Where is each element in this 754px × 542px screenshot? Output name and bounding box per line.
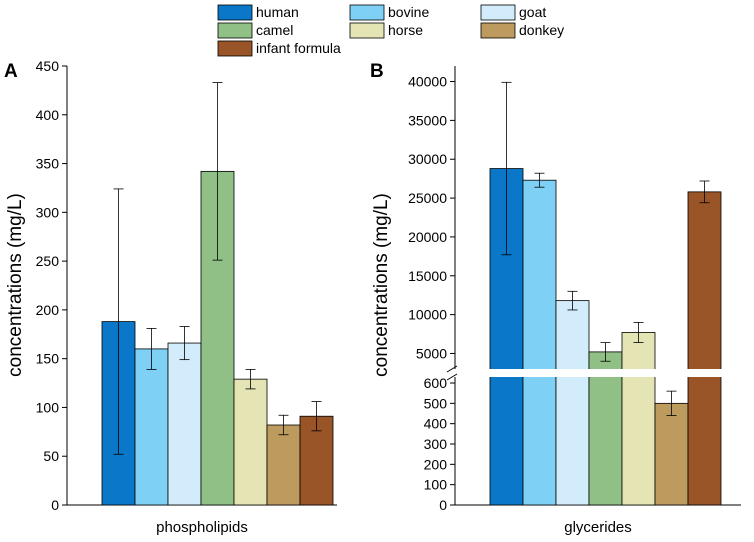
y-tick-label-b-low-4: 400 xyxy=(424,416,448,432)
axis-break-mark-bottom xyxy=(446,373,458,381)
y-label-b: concentrations (mg/L) xyxy=(371,193,392,377)
y-tick-label-a-7: 350 xyxy=(36,156,60,172)
legend-swatch-2 xyxy=(480,4,516,21)
y-tick-label-b-low-6: 600 xyxy=(424,375,448,391)
y-tick-label-b-low-2: 200 xyxy=(424,456,448,472)
y-label-a: concentrations (mg/L) xyxy=(5,193,26,377)
y-tick-label-a-8: 400 xyxy=(36,107,60,123)
y-tick-label-a-6: 300 xyxy=(36,204,60,220)
panel-b: B 0 100 200 300 400 500 600 5000 10000 15000 20000 2… xyxy=(370,61,741,536)
panel-a: A 0 50 100 150 200 250 300 350 400 450 phospholipid… xyxy=(4,58,337,536)
y-tick-label-a-0: 0 xyxy=(51,497,59,513)
legend-swatch-4 xyxy=(349,22,385,39)
y-tick-label-b-low-0: 0 xyxy=(439,497,447,513)
bar-b-4 xyxy=(621,332,656,506)
legend-swatch-3 xyxy=(217,22,253,39)
legend-label-2: goat xyxy=(519,4,546,20)
y-tick-label-b-up-5: 30000 xyxy=(408,151,447,167)
y-tick-label-a-1: 50 xyxy=(43,448,59,464)
bar-b-6 xyxy=(687,191,722,506)
y-tick-label-b-up-0: 5000 xyxy=(416,345,447,361)
axis-break-mark-top xyxy=(446,365,458,373)
legend-swatch-1 xyxy=(349,4,385,21)
legend-label-3: camel xyxy=(256,22,293,38)
y-tick-label-a-9: 450 xyxy=(36,58,60,74)
panel-label-b: B xyxy=(370,61,384,82)
bar-a-2 xyxy=(167,342,202,506)
y-tick-label-a-3: 150 xyxy=(36,351,60,367)
y-tick-label-b-up-3: 20000 xyxy=(408,229,447,245)
bar-a-4 xyxy=(233,378,268,506)
y-tick-label-b-up-1: 10000 xyxy=(408,307,447,323)
legend-swatch-0 xyxy=(217,4,253,21)
y-tick-label-a-2: 100 xyxy=(36,399,60,415)
y-tick-label-b-up-4: 25000 xyxy=(408,190,447,206)
bar-b-2 xyxy=(555,300,590,506)
y-tick-label-b-up-2: 15000 xyxy=(408,268,447,284)
y-tick-label-b-up-6: 35000 xyxy=(408,112,447,128)
bar-a-5 xyxy=(266,424,301,506)
legend-label-6: infant formula xyxy=(256,40,341,56)
legend: human bovine goat camel horse donkey infant fo… xyxy=(217,4,564,57)
legend-swatch-6 xyxy=(217,40,253,57)
legend-label-1: bovine xyxy=(388,4,429,20)
bar-b-5 xyxy=(654,402,689,506)
y-tick-label-b-low-3: 300 xyxy=(424,436,448,452)
y-tick-label-a-4: 200 xyxy=(36,302,60,318)
y-tick-label-a-5: 250 xyxy=(36,253,60,269)
legend-label-5: donkey xyxy=(519,22,564,38)
y-tick-label-b-up-7: 40000 xyxy=(408,74,447,90)
legend-label-4: horse xyxy=(388,22,423,38)
panel-label-a: A xyxy=(4,61,18,82)
y-tick-label-b-low-5: 500 xyxy=(424,395,448,411)
bar-a-1 xyxy=(134,348,169,506)
legend-label-0: human xyxy=(256,4,299,20)
bar-b-1 xyxy=(522,179,557,506)
x-label-a: phospholipids xyxy=(156,519,248,536)
axis-break-band xyxy=(449,369,741,377)
legend-swatch-5 xyxy=(480,22,516,39)
x-label-b: glycerides xyxy=(564,519,632,536)
y-tick-label-b-low-1: 100 xyxy=(424,477,448,493)
